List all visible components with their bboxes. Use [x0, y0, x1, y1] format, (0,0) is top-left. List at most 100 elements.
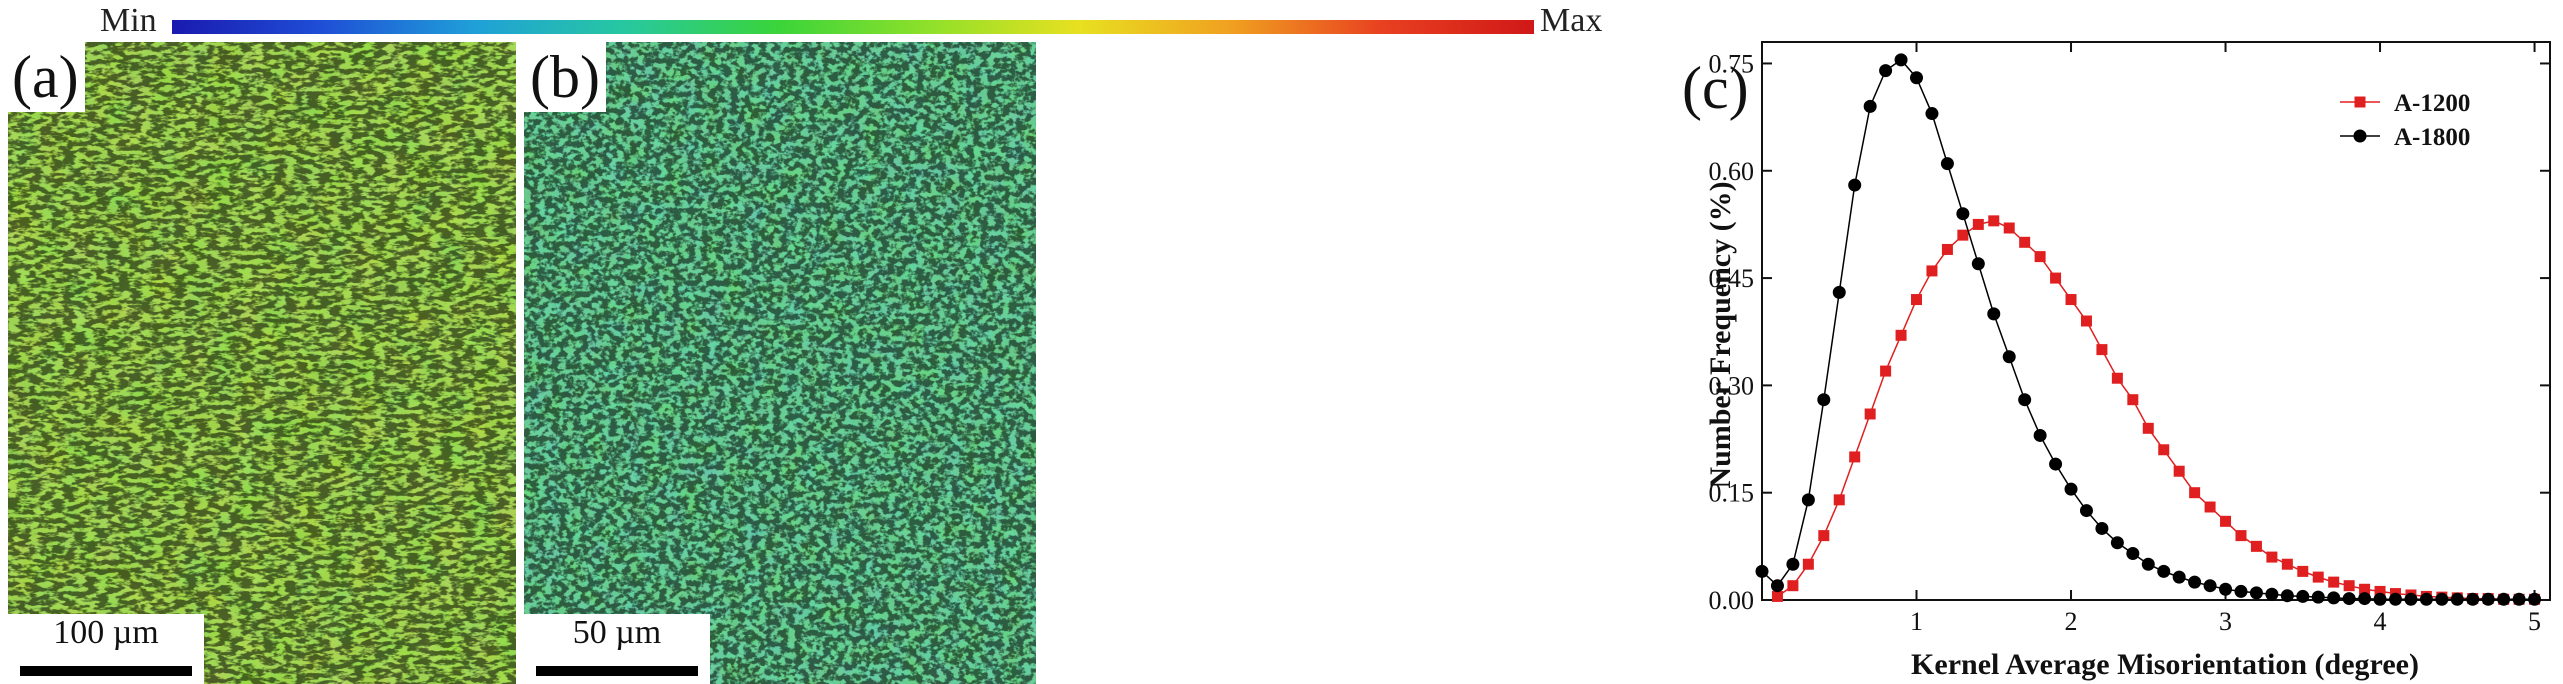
kam-map-b-image	[524, 42, 1036, 684]
y-tick-label: 0.75	[1709, 49, 1755, 78]
legend-label: A-1200	[2394, 90, 2470, 117]
data-point-a-1800	[2280, 589, 2294, 603]
data-point-a-1200	[2003, 222, 2015, 234]
scalebar-a-line	[20, 666, 192, 676]
data-point-a-1200	[2065, 294, 2077, 306]
data-point-a-1800	[1832, 285, 1846, 299]
data-point-a-1800	[2481, 592, 2495, 606]
data-point-a-1800	[1863, 99, 1877, 113]
x-tick-label: 2	[2065, 607, 2078, 636]
data-point-a-1800	[2450, 592, 2464, 606]
x-tick-label: 4	[2374, 607, 2387, 636]
data-point-a-1200	[1771, 590, 1783, 602]
data-point-a-1800	[2172, 570, 2186, 584]
data-point-a-1800	[1956, 207, 1970, 221]
data-point-a-1800	[2249, 586, 2263, 600]
data-point-a-1800	[1879, 64, 1893, 78]
data-point-a-1800	[2528, 592, 2542, 606]
data-point-a-1800	[1971, 257, 1985, 271]
data-point-a-1800	[1770, 579, 1784, 593]
data-point-a-1200	[2250, 540, 2262, 552]
data-point-a-1800	[1755, 564, 1769, 578]
ebsd-kam-map-a	[8, 42, 516, 684]
data-point-a-1800	[2512, 592, 2526, 606]
y-tick-label: 0.60	[1709, 157, 1755, 186]
data-point-a-1200	[2173, 465, 2185, 477]
data-point-a-1200	[2343, 580, 2355, 592]
ebsd-kam-map-b	[524, 42, 1036, 684]
data-point-a-1800	[2033, 428, 2047, 442]
data-point-a-1200	[2050, 272, 2062, 284]
data-point-a-1200	[2189, 487, 2201, 499]
data-point-a-1800	[2296, 589, 2310, 603]
data-point-a-1800	[2064, 482, 2078, 496]
data-point-a-1800	[1848, 178, 1862, 192]
data-point-a-1200	[2111, 372, 2123, 384]
data-point-a-1800	[1987, 307, 2001, 321]
data-point-a-1200	[1818, 530, 1830, 542]
y-tick-label: 0.15	[1709, 479, 1755, 508]
data-point-a-1200	[1787, 580, 1799, 592]
data-point-a-1200	[2312, 571, 2324, 583]
data-point-a-1800	[2141, 557, 2155, 571]
data-point-a-1800	[1801, 493, 1815, 507]
panel-letter-b: (b)	[524, 42, 606, 112]
data-point-a-1200	[2297, 565, 2309, 577]
data-point-a-1200	[1895, 329, 1907, 341]
data-point-a-1800	[2126, 547, 2140, 560]
data-point-a-1200	[2220, 515, 2232, 527]
colorbar-min-label: Min	[100, 2, 157, 39]
kam-colorbar	[172, 20, 1534, 34]
data-point-a-1800	[2234, 584, 2248, 598]
data-point-a-1200	[2281, 558, 2293, 570]
x-tick-label: 5	[2528, 607, 2541, 636]
data-point-a-1800	[2388, 592, 2402, 606]
data-point-a-1200	[2204, 501, 2216, 513]
data-point-a-1800	[1940, 157, 1954, 171]
legend-label: A-1800	[2394, 124, 2470, 151]
scalebar-a-label: 100 µm	[53, 614, 159, 651]
series-line-a-1200	[1777, 220, 2535, 601]
data-point-a-1800	[2466, 592, 2480, 606]
scalebar-b-label: 50 µm	[572, 614, 662, 651]
data-point-a-1200	[2096, 344, 2108, 356]
data-point-a-1200	[2034, 251, 2046, 263]
data-point-a-1800	[2404, 592, 2418, 606]
data-point-a-1200	[1802, 558, 1814, 570]
data-point-a-1200	[1864, 408, 1876, 420]
data-point-a-1200	[2080, 315, 2092, 327]
legend-marker-square	[2354, 96, 2366, 108]
data-point-a-1800	[2188, 575, 2202, 589]
data-point-a-1800	[1925, 107, 1939, 121]
y-axis-label: Number Frequency (%)	[1704, 181, 1737, 488]
kam-distribution-chart: (c) 1 2 3 4 5 0.00 0.15 0.30 0.45 0.60 0.75 A-1200…	[1680, 0, 2563, 684]
data-point-a-1200	[1849, 451, 1861, 463]
data-point-a-1800	[2373, 592, 2387, 606]
data-point-a-1800	[2157, 564, 2171, 578]
data-point-a-1800	[2079, 504, 2093, 518]
panel-letter-c: (c)	[1682, 55, 1749, 121]
data-point-a-1200	[2328, 576, 2340, 588]
x-tick-label: 1	[1910, 607, 1923, 636]
data-point-a-1200	[2374, 585, 2386, 597]
data-point-a-1800	[2327, 591, 2341, 605]
data-point-a-1200	[2359, 583, 2371, 595]
data-point-a-1800	[1817, 393, 1831, 407]
data-point-a-1800	[2018, 393, 2032, 407]
data-point-a-1800	[2419, 592, 2433, 606]
data-point-a-1200	[1911, 294, 1923, 306]
data-point-a-1200	[1988, 215, 2000, 227]
colorbar-max-label: Max	[1540, 2, 1603, 39]
data-point-a-1200	[2142, 422, 2154, 434]
y-tick-label: 0.45	[1709, 264, 1755, 293]
data-point-a-1800	[1894, 53, 1908, 67]
data-point-a-1800	[2435, 592, 2449, 606]
scalebar-b: 50 µm	[524, 614, 710, 684]
scalebar-b-line	[536, 666, 698, 676]
data-point-a-1800	[2342, 592, 2356, 606]
legend-marker-circle	[2353, 129, 2367, 143]
data-point-a-1200	[2235, 530, 2247, 542]
x-axis-label: Kernel Average Misorientation (degree)	[1911, 648, 2419, 681]
data-point-a-1200	[2019, 236, 2031, 248]
data-point-a-1200	[2266, 551, 2278, 563]
